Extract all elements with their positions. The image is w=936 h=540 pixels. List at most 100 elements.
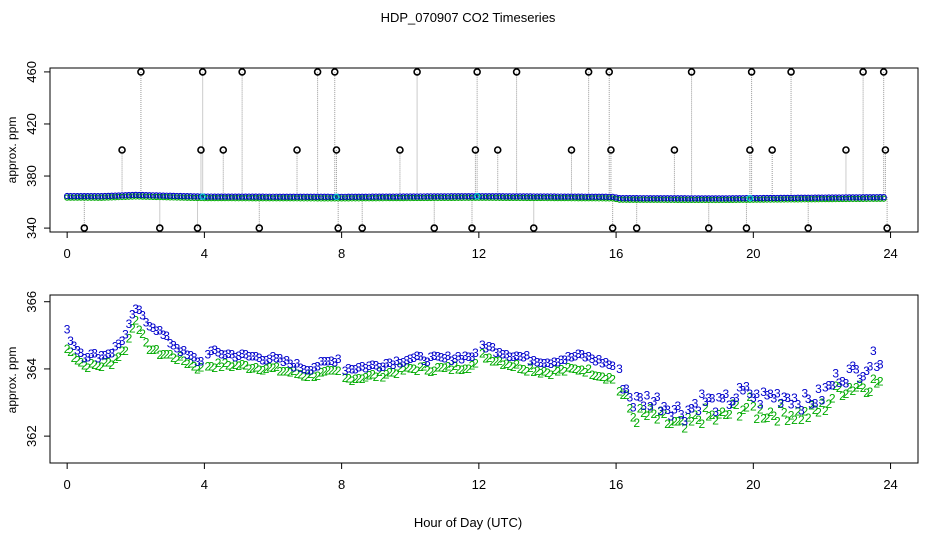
- series-3-point: 3: [829, 379, 836, 393]
- top-series-3-point: [801, 194, 808, 201]
- series-2-point: 2: [139, 327, 146, 341]
- series-2-point: 2: [846, 380, 853, 394]
- bottom-series: 2222222222222222222222222222222222222222…: [64, 302, 884, 435]
- series-3-point: 3: [822, 381, 829, 395]
- spike-point: [670, 146, 679, 154]
- series-2-point: 2: [650, 407, 657, 421]
- x-axis-label: Hour of Day (UTC): [414, 515, 522, 530]
- series-2-point: 2: [709, 408, 716, 422]
- spike-point: [197, 146, 205, 154]
- series-2-point: 2: [352, 372, 359, 386]
- series-2-point: 2: [530, 365, 537, 379]
- series-3-point: 3: [393, 354, 400, 368]
- spike-point: [687, 68, 696, 76]
- top-series-3-point: [743, 195, 750, 202]
- series-2-point: 2: [451, 359, 458, 373]
- series-2-point: 2: [681, 422, 688, 436]
- top-series-3-point: [149, 192, 157, 199]
- top-series-3-point: [503, 193, 510, 200]
- series-2-point: 2: [565, 361, 572, 375]
- top-series-3-point: [427, 193, 434, 200]
- series-3-point: 3: [95, 351, 102, 365]
- series-2-point: 2: [256, 363, 263, 377]
- series-3-point: 3: [180, 343, 187, 357]
- series-3-point: 3: [654, 390, 661, 404]
- series-2-point: 2: [863, 386, 870, 400]
- series-3-point: 3: [218, 348, 225, 362]
- spike-point: [879, 68, 888, 76]
- spike-point: [512, 68, 521, 76]
- series-2-point: 2: [153, 342, 160, 356]
- series-3-point: 3: [136, 303, 143, 317]
- series-2-point: 2: [242, 358, 249, 372]
- series-2-point: 2: [64, 342, 71, 356]
- top-series-3-point: [510, 193, 517, 200]
- top-series-3-point: [760, 194, 767, 202]
- top-series-3-point: [602, 193, 609, 200]
- series-2-point: 2: [493, 354, 500, 368]
- bottom-x-tick-label: 0: [64, 477, 71, 492]
- top-series-3-point: [413, 193, 421, 200]
- top-series-3-point: [582, 193, 589, 200]
- top-series-3-point: [729, 195, 736, 202]
- series-3-point: 3: [211, 343, 218, 357]
- series-3-point: 3: [239, 347, 246, 361]
- spike-point: [255, 224, 264, 232]
- top-series-3-point: [444, 193, 452, 200]
- series-2-point: 2: [506, 359, 513, 373]
- top-series-3-point: [739, 195, 747, 202]
- series-3-point: 3: [572, 350, 579, 364]
- top-series-3-point: [849, 194, 856, 201]
- series-3-point: 3: [191, 351, 198, 365]
- series-3-point: 3: [318, 355, 325, 369]
- series-2-point: 2: [273, 360, 280, 374]
- top-series-3-point: [558, 193, 565, 200]
- top-series-3-point: [355, 193, 362, 200]
- top-series-3-point: [379, 193, 386, 200]
- series-2-point: 2: [366, 368, 373, 382]
- series-2-point: 2: [342, 371, 349, 385]
- series-3-point: 3: [699, 387, 706, 401]
- series-2-point: 2: [191, 360, 198, 374]
- series-2-point: 2: [699, 417, 706, 431]
- series-3-point: 3: [705, 391, 712, 405]
- top-series-3-point: [129, 191, 136, 199]
- bottom-plot-frame: [49, 294, 919, 464]
- series-3-point: 3: [294, 357, 301, 371]
- series-3-point: 3: [709, 391, 716, 405]
- top-series-3-point: [420, 193, 428, 200]
- spike-point: [787, 68, 795, 76]
- series-3-point: 3: [551, 355, 558, 369]
- top-series-3-point: [485, 193, 493, 200]
- top-series-3-point: [77, 192, 85, 200]
- top-series-3-point: [156, 192, 163, 199]
- bottom-y-axis-label: approx. ppm: [5, 347, 19, 414]
- top-series-3-point: [770, 194, 778, 202]
- top-series-3-point: [640, 195, 647, 202]
- series-2-point: 2: [469, 359, 476, 373]
- top-overlap-point: [473, 193, 481, 200]
- series-2-point: 2: [777, 397, 784, 411]
- top-series-3-point: [359, 193, 366, 200]
- series-2-point: 2: [228, 360, 235, 374]
- series-2-point: 2: [328, 363, 335, 377]
- top-series-3-point: [815, 194, 822, 201]
- spike-point: [219, 146, 228, 154]
- series-3-point: 3: [589, 352, 596, 366]
- series-2-point: 2: [270, 361, 277, 375]
- bottom-x-tick-label: 12: [472, 477, 486, 492]
- top-series-3-point: [458, 193, 465, 200]
- series-3-point: 3: [325, 355, 332, 369]
- top-series-3-point: [870, 194, 877, 201]
- bottom-x-tick-label: 8: [338, 477, 345, 492]
- series-2-point: 2: [568, 362, 575, 376]
- series-3-point: 3: [253, 349, 260, 363]
- series-3-point: 3: [194, 355, 201, 369]
- top-series-3-point: [139, 191, 146, 199]
- series-3-point: 3: [222, 348, 229, 362]
- top-series-3-point: [307, 193, 314, 200]
- series-3-point: 3: [150, 321, 157, 335]
- top-series-3-point: [451, 193, 458, 200]
- series-3-point: 3: [345, 362, 352, 376]
- top-series-3-point: [547, 193, 555, 200]
